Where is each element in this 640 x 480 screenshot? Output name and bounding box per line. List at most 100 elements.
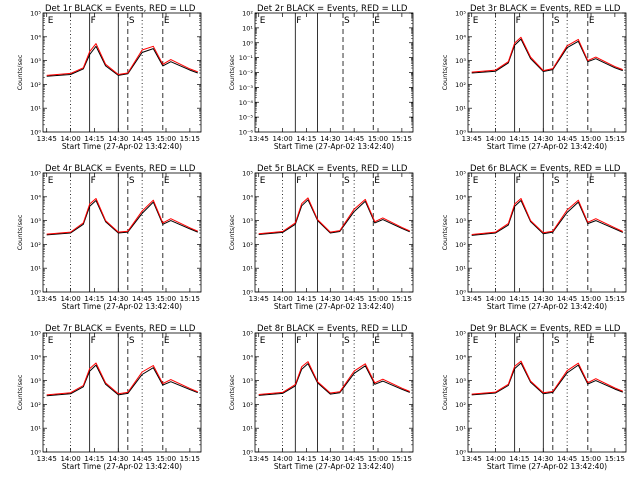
marker-letter: F	[516, 16, 521, 26]
plot-frame	[254, 172, 414, 293]
x-tick-label: 14:00	[485, 135, 505, 143]
marker-letter: F	[516, 336, 521, 346]
marker-letter: S	[129, 176, 135, 186]
x-axis-label: Start Time (27-Apr-02 13:42:40)	[487, 142, 607, 151]
y-tick-label: 10⁵	[242, 330, 253, 338]
x-tick-label: 15:00	[156, 295, 176, 303]
x-tick-label: 14:00	[60, 455, 80, 463]
panel-title: Det 1r BLACK = Events, RED = LLD	[45, 4, 196, 14]
panel-title: Det 5r BLACK = Events, RED = LLD	[257, 164, 408, 174]
x-axis-label: Start Time (27-Apr-02 13:42:40)	[487, 462, 607, 471]
y-axis-label: Counts/sec	[441, 374, 449, 410]
x-axis-label: Start Time (27-Apr-02 13:42:40)	[62, 462, 182, 471]
y-tick-label: 10⁰	[242, 39, 253, 47]
marker-letter: F	[296, 16, 301, 26]
x-tick-label: 14:00	[60, 135, 80, 143]
y-tick-label: 10¹	[242, 265, 253, 273]
y-tick-label: 10⁰	[30, 449, 41, 457]
y-tick-label: 10⁴	[30, 33, 41, 41]
panel-det-4: Det 4r BLACK = Events, RED = LLD 10⁰ 10¹ 10…	[16, 164, 202, 311]
y-tick-label: 10²	[242, 241, 253, 249]
y-tick-label: 10¹	[242, 24, 253, 32]
plot-frame	[467, 332, 627, 453]
marker-letter: E	[48, 336, 54, 346]
marker-letter: E	[48, 16, 54, 26]
y-tick-label: 10⁻⁶	[239, 129, 254, 137]
y-tick-label: 10³	[30, 57, 41, 65]
y-tick-label: 10¹	[455, 265, 466, 273]
x-axis-label: Start Time (27-Apr-02 13:42:40)	[274, 142, 394, 151]
x-tick-label: 14:15	[84, 135, 104, 143]
x-tick-label: 15:00	[156, 135, 176, 143]
marker-letter: E	[260, 336, 266, 346]
x-tick-label: 13:45	[249, 135, 269, 143]
y-tick-label: 10²	[30, 401, 41, 409]
panel-title: Det 6r BLACK = Events, RED = LLD	[470, 164, 621, 174]
marker-letter: E	[374, 176, 380, 186]
y-tick-label: 10¹	[30, 425, 41, 433]
panel-title: Det 2r BLACK = Events, RED = LLD	[257, 4, 408, 14]
y-tick-label: 10²	[242, 401, 253, 409]
y-tick-label: 10⁵	[455, 10, 466, 18]
y-tick-label: 10⁴	[455, 193, 466, 201]
marker-letter: F	[516, 176, 521, 186]
x-tick-label: 15:00	[581, 455, 601, 463]
y-tick-label: 10¹	[455, 425, 466, 433]
x-tick-label: 14:45	[344, 135, 364, 143]
y-tick-label: 10²	[242, 10, 253, 18]
x-tick-label: 14:30	[533, 135, 553, 143]
x-tick-label: 14:30	[108, 135, 128, 143]
panel-title: Det 3r BLACK = Events, RED = LLD	[470, 4, 621, 14]
x-tick-label: 14:15	[296, 295, 316, 303]
x-tick-label: 14:30	[108, 295, 128, 303]
marker-letter: S	[129, 336, 135, 346]
marker-letter: F	[296, 336, 301, 346]
marker-letter: S	[554, 176, 560, 186]
x-tick-label: 14:00	[485, 455, 505, 463]
panel-title: Det 7r BLACK = Events, RED = LLD	[45, 324, 196, 334]
y-axis-label: Counts/sec	[16, 54, 24, 90]
y-tick-label: 10⁰	[455, 449, 466, 457]
y-tick-label: 10¹	[455, 105, 466, 113]
panel-det-3: Det 3r BLACK = Events, RED = LLD 10⁰ 10¹ 10…	[441, 4, 627, 151]
x-tick-label: 13:45	[462, 295, 482, 303]
y-tick-label: 10²	[30, 241, 41, 249]
x-tick-label: 15:15	[392, 455, 412, 463]
y-tick-label: 10⁴	[30, 193, 41, 201]
y-tick-label: 10⁵	[30, 10, 41, 18]
marker-letter: S	[554, 16, 560, 26]
marker-letter: E	[589, 336, 595, 346]
x-tick-label: 13:45	[462, 135, 482, 143]
x-tick-label: 15:15	[180, 295, 200, 303]
panel-det-1: Det 1r BLACK = Events, RED = LLD 10⁰ 10¹ 10…	[16, 4, 202, 151]
y-tick-label: 10³	[455, 217, 466, 225]
y-axis-label: Counts/sec	[228, 214, 236, 250]
y-tick-label: 10⁴	[455, 33, 466, 41]
y-tick-label: 10⁰	[30, 129, 41, 137]
x-tick-label: 15:15	[605, 295, 625, 303]
y-tick-label: 10¹	[30, 265, 41, 273]
y-tick-label: 10⁰	[455, 129, 466, 137]
y-axis-label: Counts/sec	[228, 374, 236, 410]
y-tick-label: 10³	[455, 57, 466, 65]
marker-letter: E	[589, 16, 595, 26]
panel-det-6: Det 6r BLACK = Events, RED = LLD 10⁰ 10¹ 10…	[441, 164, 627, 311]
plot-frame	[42, 172, 202, 293]
x-tick-label: 15:15	[180, 135, 200, 143]
series-line-events	[46, 45, 198, 77]
y-tick-label: 10⁻¹	[239, 54, 254, 62]
x-tick-label: 14:45	[132, 295, 152, 303]
marker-letter: S	[554, 336, 560, 346]
plot-frame	[42, 332, 202, 453]
x-tick-label: 13:45	[249, 295, 269, 303]
marker-letter: E	[164, 176, 170, 186]
panel-title: Det 4r BLACK = Events, RED = LLD	[45, 164, 196, 174]
series-line-lld	[46, 43, 198, 76]
y-tick-label: 10⁴	[30, 353, 41, 361]
x-tick-label: 15:15	[180, 455, 200, 463]
y-tick-label: 10⁰	[455, 289, 466, 297]
y-tick-label: 10²	[30, 81, 41, 89]
y-tick-label: 10³	[30, 377, 41, 385]
series-line-lld	[258, 361, 410, 395]
